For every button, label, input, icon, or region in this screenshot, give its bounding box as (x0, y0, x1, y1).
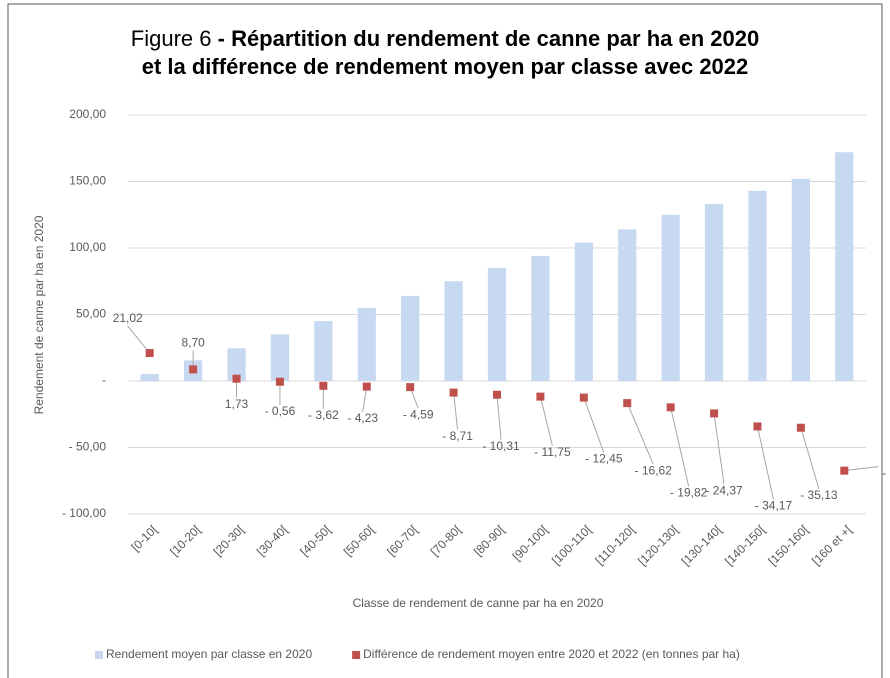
leader-line (362, 386, 368, 412)
legend-swatch (95, 651, 103, 659)
y-tick-label: - 100,00 (62, 506, 106, 520)
legend-label: Différence de rendement moyen entre 2020… (363, 647, 740, 661)
marker (145, 349, 154, 358)
marker (536, 392, 545, 401)
title-line: et la différence de rendement moyen par … (142, 54, 749, 79)
marker (319, 381, 328, 390)
data-label: - 8,71 (442, 429, 473, 443)
bar (401, 295, 420, 381)
bar (618, 229, 637, 381)
data-label: - 0,56 (265, 404, 296, 418)
legend-label: Rendement moyen par classe en 2020 (106, 647, 312, 661)
leader-line (127, 325, 151, 354)
title-label: Figure 6 (131, 26, 212, 51)
y-tick-label: - (102, 373, 106, 387)
leader-line (670, 407, 690, 487)
data-label: - 3,62 (308, 408, 339, 422)
data-label: - 19,82 (670, 486, 708, 500)
y-tick-label: 200,00 (69, 107, 106, 121)
marker (406, 383, 415, 392)
marker (710, 409, 719, 418)
y-tick-label: - 50,00 (69, 440, 107, 454)
marker (189, 365, 198, 374)
marker (232, 374, 241, 383)
leader-line (626, 402, 654, 465)
bar (270, 334, 290, 381)
leader-line (583, 397, 605, 453)
data-label: - 34,17 (755, 499, 793, 513)
data-label: 1,73 (225, 397, 249, 411)
marker (579, 393, 588, 402)
bar (487, 267, 507, 381)
marker (753, 422, 762, 431)
y-axis-title: Rendement de canne par ha en 2020 (32, 215, 46, 414)
marker (493, 390, 501, 399)
chart-title: Figure 6 - Répartition du rendement de c… (131, 26, 759, 51)
bar (835, 152, 854, 381)
data-label: - 12,45 (585, 452, 623, 466)
data-label: 8,70 (181, 336, 205, 350)
bar (357, 307, 376, 381)
marker (275, 377, 284, 386)
bar (444, 281, 463, 381)
bar (704, 204, 724, 381)
data-label: - 16,62 (635, 463, 673, 477)
marker (666, 403, 675, 412)
bar (661, 214, 680, 381)
bar (574, 242, 593, 381)
y-tick-label: 100,00 (69, 240, 106, 254)
marker (449, 388, 458, 397)
bar (791, 178, 810, 381)
leader-line (453, 392, 459, 430)
data-label: - 4,23 (347, 411, 378, 425)
marker (796, 423, 805, 432)
y-tick-label: 50,00 (76, 307, 106, 321)
data-label: - 24,37 (705, 484, 743, 498)
bar (140, 374, 159, 381)
leader-line (496, 394, 502, 440)
legend-swatch (352, 651, 361, 659)
data-label: - 35,13 (800, 488, 838, 502)
data-label: 21,02 (113, 311, 143, 325)
leader-line (756, 426, 774, 500)
marker (362, 382, 371, 391)
data-label: - 11,75 (534, 445, 571, 459)
leader-line (800, 427, 820, 489)
bar (748, 190, 767, 381)
x-axis-title: Classe de rendement de canne par ha en 2… (353, 596, 604, 610)
marker (840, 466, 849, 475)
y-tick-label: 150,00 (69, 174, 106, 188)
bar (314, 321, 333, 381)
leader-line (713, 413, 725, 485)
leader-line (844, 466, 879, 472)
marker (623, 399, 632, 408)
data-label: - 10,31 (482, 439, 520, 453)
bar (531, 255, 550, 381)
data-label: - 4,59 (403, 407, 434, 421)
title-line: - Répartition du rendement de canne par … (218, 26, 760, 51)
data-label: - 67,40 (882, 466, 890, 480)
bar (227, 348, 246, 381)
leader-line (539, 396, 553, 446)
